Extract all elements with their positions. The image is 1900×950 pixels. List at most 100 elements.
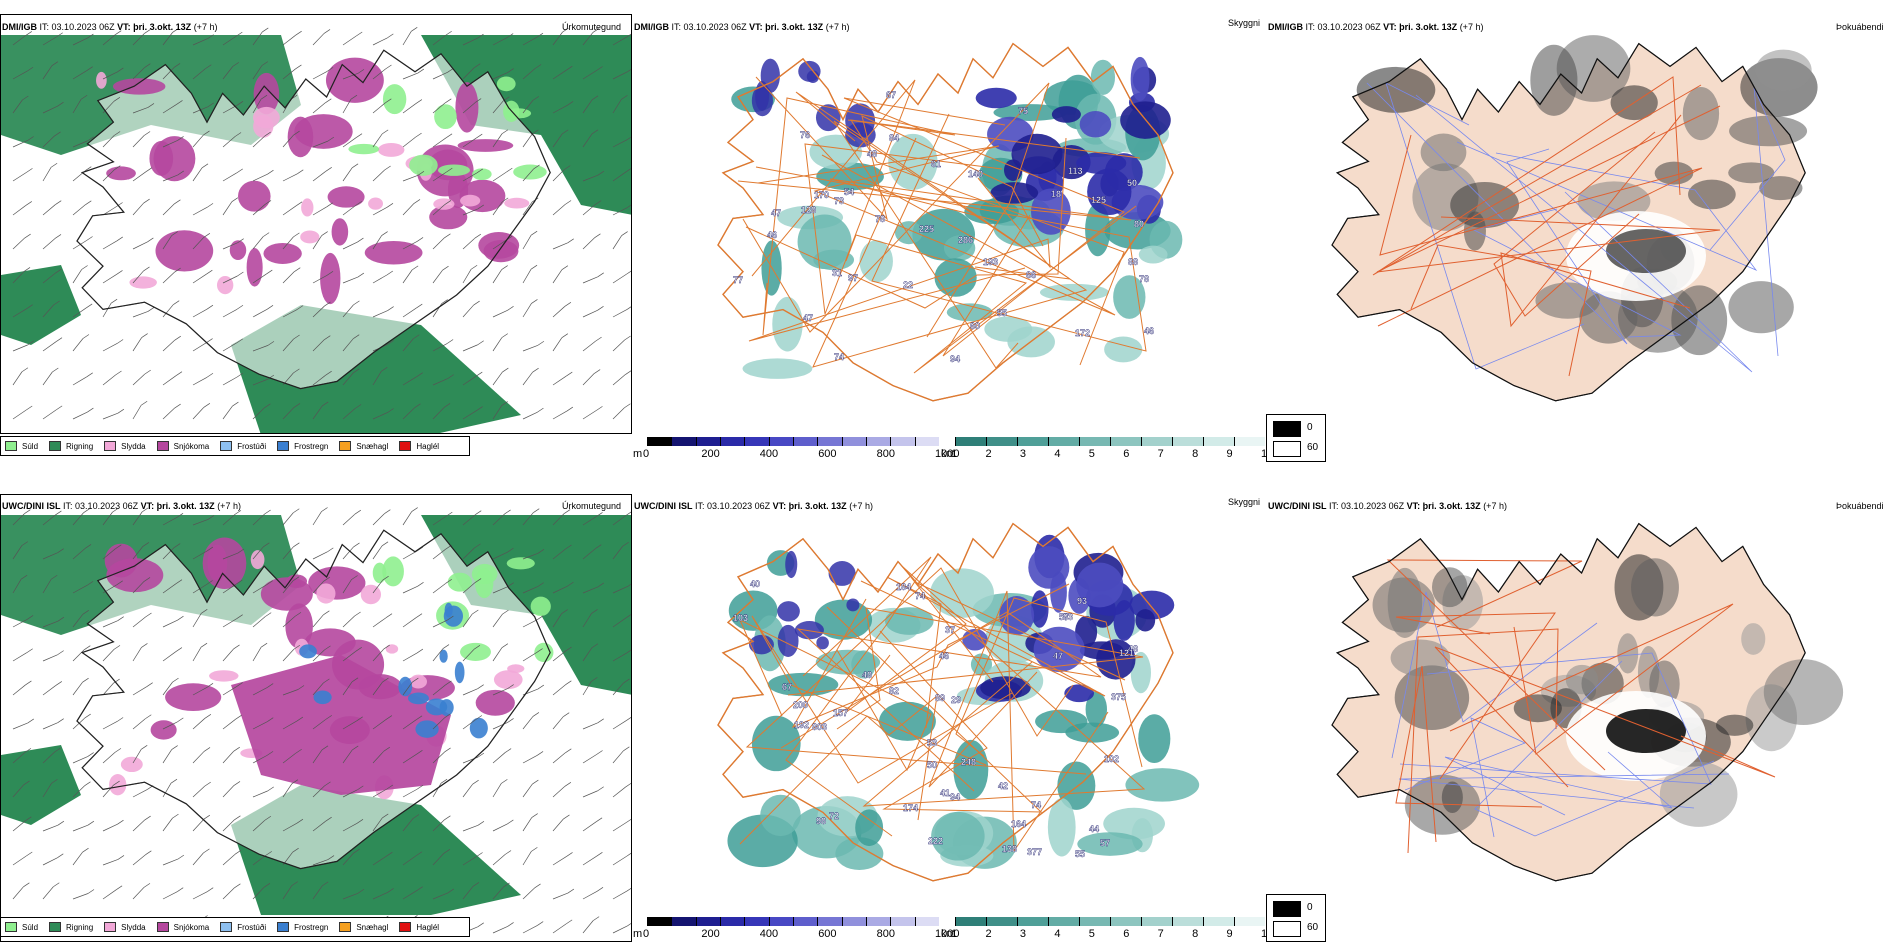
colorbar-tick-label: 1 [951, 448, 958, 460]
colorbar-tick-label: 6 [1123, 928, 1130, 940]
it-label: IT: [695, 501, 705, 511]
colorbar-tick-label: 4 [1054, 928, 1061, 940]
precip-legend-item: Snjókoma [156, 922, 209, 932]
visibility-value-label: 88 [1128, 257, 1138, 267]
visibility-value-label: 78 [1139, 274, 1149, 284]
visibility-value-label: 193 [983, 257, 998, 267]
colorbar-segment [1048, 437, 1079, 446]
legend-label: Frostúði [237, 441, 267, 451]
colorbar-segment [914, 437, 939, 446]
it-label: IT: [39, 22, 50, 32]
visibility-value-label: 75 [1018, 106, 1028, 116]
visibility-value-label: 94 [950, 792, 960, 802]
colorbar-tick-label: 800 [876, 448, 895, 460]
visibility-value-label: 225 [919, 224, 934, 234]
precip-type-panel-bottom [0, 494, 632, 942]
fog-high-swatch [1273, 921, 1301, 937]
colorbar-segment [1079, 437, 1110, 446]
header-top-1: DMI/IGB IT: 03.10.2023 06Z VT: þri. 3.ok… [2, 22, 217, 32]
colorbar-segment [1110, 437, 1141, 446]
visibility-value-label: 40 [750, 579, 760, 589]
it-value: 03.10.2023 06Z [1317, 22, 1381, 32]
legend-label: Snæhagl [356, 922, 389, 932]
visibility-map-top: 77 113 75 73 22 88 76 97 67 50 47 78 31 61 46 60 48 66 47 4… [633, 14, 1265, 434]
visibility-value-label: 138 [1002, 844, 1017, 854]
legend-label: Rigning [66, 441, 94, 451]
legend-label: Frostregn [294, 922, 329, 932]
visibility-value-label: 170 [814, 190, 829, 200]
it-value: 03.10.2023 06Z [707, 501, 771, 511]
model-name: DMI/IGB [1268, 22, 1303, 32]
visibility-value-label: 50 [927, 760, 937, 770]
visibility-value-label: 74 [1031, 800, 1041, 810]
fog-map-bottom [1266, 494, 1900, 914]
visibility-value-label: 61 [931, 159, 941, 169]
visibility-value-label: 140 [968, 169, 983, 179]
colorbar-tick-label: 5 [1088, 448, 1095, 460]
scale-unit: km [941, 928, 956, 940]
legend-swatch [339, 441, 352, 451]
visibility-value-label: 57 [1100, 838, 1110, 848]
colorbar-segment [695, 917, 720, 926]
visibility-value-label: 73 [834, 196, 844, 206]
vt-value: þri. 3.okt. 13Z [765, 22, 824, 32]
visibility-value-label: 41 [940, 788, 950, 798]
precip-legend-item: Rigning [49, 922, 93, 932]
legend-swatch [339, 922, 352, 932]
colorbar-segment [1203, 917, 1234, 926]
visibility-value-label: 103 [733, 613, 748, 623]
colorbar-segment [1172, 437, 1203, 446]
it-label: IT: [63, 501, 73, 511]
fog-low-label: 0 [1307, 422, 1313, 433]
vt-value: þri. 3.okt. 13Z [788, 501, 847, 511]
visibility-value-label: 125 [1091, 195, 1106, 205]
precip-legend-item: Frostregn [277, 441, 328, 451]
vis-m-colorbar-bottom: m 0 200 400 600 800 1000 [633, 917, 959, 941]
visibility-value-label: 83 [1063, 612, 1073, 622]
colorbar-segment [866, 437, 891, 446]
colorbar-segment [817, 437, 842, 446]
visibility-value-label: 375 [1111, 692, 1126, 702]
colorbar-segment [671, 917, 696, 926]
visibility-value-label: 174 [903, 803, 918, 813]
colorbar-segment [986, 437, 1017, 446]
visibility-value-label: 184 [896, 582, 911, 592]
colorbar-segment [955, 917, 986, 926]
colorbar-tick-label: 8 [1192, 928, 1199, 940]
colorbar-segment [744, 917, 769, 926]
colorbar-tick-label: 0 [643, 928, 650, 940]
colorbar-tick-label: 200 [701, 928, 720, 940]
legend-swatch [104, 922, 117, 932]
fog-panel-top [1266, 14, 1900, 434]
colorbar-segment [914, 917, 939, 926]
colorbar-tick-label: 9 [1226, 928, 1233, 940]
colorbar-segment [1234, 917, 1265, 926]
colorbar-tick-label: 1000 [935, 448, 960, 460]
visibility-value-label: 44 [1089, 824, 1099, 834]
lead-time: (+7 h) [1459, 22, 1484, 32]
lead-time: (+7 h) [193, 22, 218, 32]
visibility-value-label: 74 [834, 352, 844, 362]
scale-unit: m [633, 928, 643, 940]
visibility-value-label: 29 [951, 695, 961, 705]
legend-label: Haglél [416, 441, 440, 451]
precip-legend-item: Frostúði [220, 441, 266, 451]
colorbar-segment [768, 437, 793, 446]
legend-label: Slydda [121, 441, 146, 451]
precip-legend-item: Rigning [49, 441, 93, 451]
precip-legend-item: Frostregn [277, 922, 328, 932]
it-value: 03.10.2023 06Z [75, 501, 139, 511]
visibility-value-label: 57 [1059, 612, 1069, 622]
legend-label: Frostregn [294, 441, 329, 451]
visibility-value-label: 128 [801, 205, 816, 215]
colorbar-tick-label: 8 [1192, 448, 1199, 460]
colorbar-segment [1203, 437, 1234, 446]
visibility-value-label: 48 [1128, 644, 1138, 654]
visibility-value-label: 97 [848, 273, 858, 283]
header-bottom-1: UWC/DINI ISL IT: 03.10.2023 06Z VT: þri.… [2, 501, 241, 511]
colorbar-tick-label: 600 [818, 928, 837, 940]
it-value: 03.10.2023 06Z [1341, 501, 1405, 511]
colorbar-tick-label: 2 [985, 448, 992, 460]
fog-high-label: 60 [1307, 922, 1319, 933]
visibility-value-label: 18 [1051, 189, 1061, 199]
